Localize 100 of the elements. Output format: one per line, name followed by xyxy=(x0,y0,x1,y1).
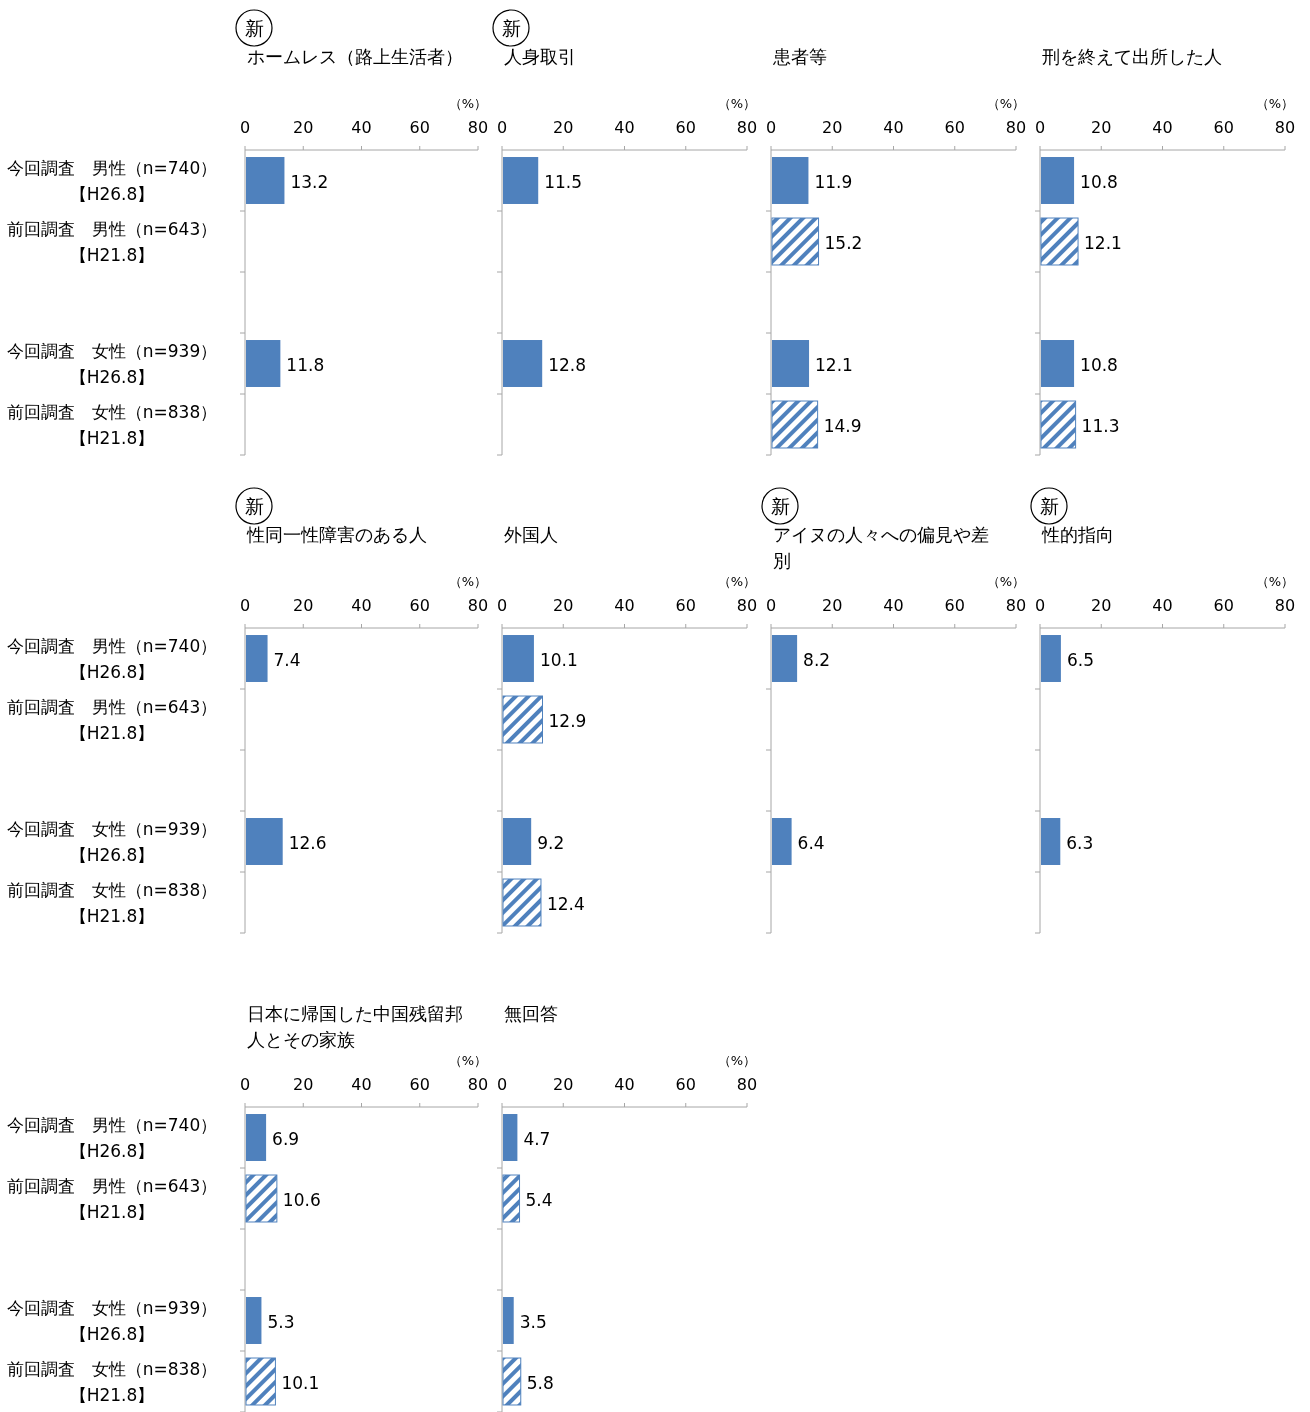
x-tick-label: 20 xyxy=(553,596,574,615)
data-label: 10.8 xyxy=(1080,354,1118,375)
x-tick-label: 60 xyxy=(675,596,696,615)
x-tick-label: 40 xyxy=(883,596,904,615)
x-tick-label: 0 xyxy=(765,118,777,137)
x-tick-label: 40 xyxy=(614,596,635,615)
x-tick-label: 80 xyxy=(467,1075,489,1094)
x-tick-label: 0 xyxy=(239,118,251,137)
x-tick-label: 80 xyxy=(736,1075,758,1094)
y-tick-label: 前回調査 男性（n=643）【H21.8】 xyxy=(6,1175,218,1222)
x-axis-title: （%） xyxy=(986,574,1025,589)
x-axis-title: （%） xyxy=(448,574,487,589)
x-tick-label: 80 xyxy=(1274,596,1296,615)
x-tick-label: 60 xyxy=(1213,596,1234,615)
x-tick-label: 20 xyxy=(822,118,843,137)
data-label: 10.6 xyxy=(282,1189,321,1210)
data-label: 7.4 xyxy=(273,649,301,670)
x-tick-label: 60 xyxy=(409,596,430,615)
x-tick-label: 0 xyxy=(239,1075,251,1094)
data-label: 12.9 xyxy=(548,710,587,731)
data-label: 10.8 xyxy=(1080,171,1118,192)
chart-title: 性的指向 xyxy=(1041,524,1114,545)
x-tick-label: 0 xyxy=(496,118,508,137)
data-label: 10.1 xyxy=(539,649,578,670)
y-tick-label: 今回調査 男性（n=740）【H26.8】 xyxy=(6,1114,218,1161)
x-tick-label: 20 xyxy=(822,596,843,615)
x-tick-label: 80 xyxy=(1005,596,1027,615)
y-tick-label: 前回調査 男性（n=643）【H21.8】 xyxy=(6,218,218,265)
data-label: 12.8 xyxy=(548,354,587,375)
text: 新 xyxy=(1039,495,1059,517)
y-tick-label: 前回調査 女性（n=838）【H21.8】 xyxy=(6,1358,218,1405)
chart-title: 刑を終えて出所した人 xyxy=(1042,46,1222,67)
y-tick-label: 今回調査 女性（n=939）【H26.8】 xyxy=(6,340,218,387)
y-tick-label: 前回調査 女性（n=838）【H21.8】 xyxy=(6,879,218,926)
x-tick-label: 80 xyxy=(467,596,489,615)
chart-title: 日本に帰国した中国残留邦人とその家族 xyxy=(247,1003,463,1050)
x-tick-label: 0 xyxy=(239,596,251,615)
x-tick-label: 60 xyxy=(944,596,965,615)
chart-title: アイヌの人々への偏見や差別 xyxy=(773,524,989,571)
x-tick-label: 40 xyxy=(351,1075,372,1094)
data-label: 11.3 xyxy=(1081,415,1120,436)
text: 新 xyxy=(501,17,521,39)
chart-title: ホームレス（路上生活者） xyxy=(247,46,463,67)
y-tick-label: 今回調査 女性（n=939）【H26.8】 xyxy=(6,818,218,865)
chart-title: 性同一性障害のある人 xyxy=(246,524,427,545)
x-tick-label: 20 xyxy=(293,118,314,137)
x-axis-title: （%） xyxy=(1255,96,1294,111)
data-label: 9.2 xyxy=(537,832,565,853)
x-tick-label: 40 xyxy=(614,118,635,137)
x-tick-label: 60 xyxy=(675,1075,696,1094)
x-tick-label: 0 xyxy=(765,596,777,615)
x-axis-title: （%） xyxy=(448,1053,487,1068)
chart-title: 患者等 xyxy=(772,46,827,67)
x-axis-title: （%） xyxy=(1255,574,1294,589)
x-tick-label: 40 xyxy=(351,596,372,615)
data-label: 5.4 xyxy=(525,1189,553,1210)
x-tick-label: 20 xyxy=(293,596,314,615)
data-label: 11.5 xyxy=(544,171,583,192)
text: 新 xyxy=(244,17,264,39)
data-label: 6.4 xyxy=(797,832,825,853)
data-label: 11.8 xyxy=(286,354,325,375)
x-tick-label: 40 xyxy=(614,1075,635,1094)
x-tick-label: 80 xyxy=(736,118,758,137)
data-label: 4.7 xyxy=(523,1128,551,1149)
x-tick-label: 80 xyxy=(1005,118,1027,137)
x-tick-label: 0 xyxy=(496,1075,508,1094)
x-tick-label: 0 xyxy=(1034,596,1046,615)
x-tick-label: 20 xyxy=(1091,596,1112,615)
x-tick-label: 20 xyxy=(553,118,574,137)
data-label: 5.3 xyxy=(267,1311,295,1332)
data-label: 3.5 xyxy=(519,1311,547,1332)
x-tick-label: 20 xyxy=(553,1075,574,1094)
x-axis-title: （%） xyxy=(986,96,1025,111)
x-tick-label: 80 xyxy=(467,118,489,137)
data-label: 12.4 xyxy=(546,893,585,914)
data-label: 12.1 xyxy=(815,354,853,375)
text: 新 xyxy=(244,495,264,517)
data-label: 6.5 xyxy=(1066,649,1094,670)
x-tick-label: 60 xyxy=(944,118,965,137)
x-axis-title: （%） xyxy=(448,96,487,111)
x-tick-label: 80 xyxy=(1274,118,1296,137)
x-tick-label: 40 xyxy=(351,118,372,137)
data-label: 8.2 xyxy=(803,649,831,670)
x-tick-label: 20 xyxy=(293,1075,314,1094)
x-tick-label: 40 xyxy=(1152,596,1173,615)
data-label: 15.2 xyxy=(824,232,863,253)
data-label: 14.9 xyxy=(823,415,862,436)
data-label: 6.3 xyxy=(1066,832,1094,853)
chart-title: 外国人 xyxy=(504,524,558,545)
data-label: 12.1 xyxy=(1084,232,1122,253)
data-label: 11.9 xyxy=(814,171,853,192)
text: 新 xyxy=(770,495,790,517)
y-tick-label: 今回調査 男性（n=740）【H26.8】 xyxy=(6,635,218,682)
x-axis-title: （%） xyxy=(717,574,756,589)
data-label: 10.1 xyxy=(281,1372,320,1393)
data-label: 5.8 xyxy=(526,1372,554,1393)
x-tick-label: 60 xyxy=(1213,118,1234,137)
x-tick-label: 20 xyxy=(1091,118,1112,137)
data-label: 13.2 xyxy=(290,171,329,192)
chart-title: 無回答 xyxy=(504,1003,558,1024)
